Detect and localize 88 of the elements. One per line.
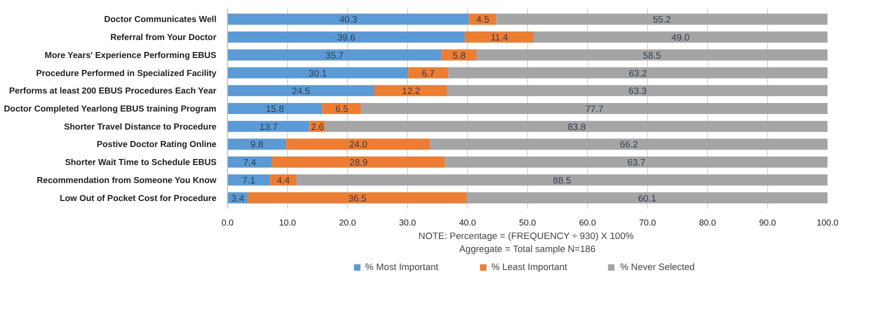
x-tick-label: 0.0 — [221, 218, 234, 228]
data-label: 66.2 — [620, 140, 638, 150]
data-label: 4.5 — [476, 14, 490, 25]
y-tick-label: More Years' Experience Performing EBUS — [44, 50, 217, 60]
text: NOTE: Percentage = (FREQUENCY ÷ 930) X 100% — [418, 231, 634, 241]
bar — [228, 67, 408, 78]
data-label: 28.9 — [350, 158, 368, 168]
bar — [448, 85, 828, 96]
x-tick-label: 50.0 — [519, 218, 536, 228]
y-tick-label: Performs at least 200 EBUS Procedures Each Year — [9, 86, 217, 96]
data-label: 24.5 — [292, 86, 310, 96]
bar — [469, 14, 496, 25]
legend-label: % Most Important — [365, 262, 438, 272]
bar — [228, 120, 310, 132]
data-label: 40.3 — [339, 14, 358, 25]
data-label: 7.1 — [242, 175, 256, 186]
data-label: 39.6 — [337, 32, 356, 43]
bar — [408, 67, 448, 78]
bar — [272, 156, 446, 168]
bar — [228, 156, 272, 168]
data-label: 9.8 — [250, 140, 264, 150]
data-label: 30.1 — [308, 68, 327, 78]
x-tick-label: 10.0 — [279, 218, 296, 228]
data-label: 6.7 — [422, 68, 435, 78]
data-label: 58.5 — [642, 50, 662, 60]
data-label: 60.1 — [638, 193, 656, 204]
bar — [448, 67, 828, 78]
bar — [374, 85, 448, 96]
data-label: 63.7 — [627, 158, 646, 168]
bar — [228, 138, 286, 150]
x-tick-label: 70.0 — [639, 218, 656, 228]
data-label: 11.4 — [490, 32, 508, 43]
text: Aggregate = Total sample N=186 — [459, 244, 596, 254]
legend-label: % Least Important — [491, 262, 568, 272]
data-label: 77.7 — [585, 104, 604, 114]
bar — [325, 120, 828, 132]
bar — [228, 85, 374, 96]
bar — [430, 138, 828, 150]
bar — [228, 102, 322, 114]
y-tick-label: Doctor Completed Yearlong EBUS training Program — [4, 104, 217, 114]
bar — [534, 32, 828, 43]
bar — [286, 138, 430, 150]
bar — [296, 174, 828, 186]
data-label: 24.0 — [349, 140, 368, 150]
data-label: 13.7 — [260, 122, 278, 132]
bar — [445, 156, 828, 168]
bar — [228, 49, 442, 60]
legend-label: % Never Selected — [620, 262, 695, 272]
data-label: 49.0 — [671, 32, 690, 43]
y-tick-label: Recommendation from Someone You Know — [36, 174, 217, 185]
bar — [496, 14, 828, 25]
y-tick-label: Doctor Communicates Well — [104, 14, 217, 24]
y-tick-label: Shorter Travel Distance to Procedure — [64, 121, 217, 132]
x-tick-label: 90.0 — [759, 218, 776, 228]
bar — [361, 102, 828, 114]
y-tick-label: Shorter Wait Time to Schedule EBUS — [64, 157, 217, 168]
y-tick-label: Postive Doctor Rating Online — [96, 139, 217, 150]
x-tick-label: 40.0 — [459, 218, 476, 228]
data-label: 5.8 — [452, 50, 466, 60]
data-label: 55.2 — [652, 14, 671, 25]
x-tick-label: 20.0 — [339, 218, 356, 228]
x-tick-label: 80.0 — [699, 218, 716, 228]
data-label: 4.4 — [276, 175, 290, 186]
bar — [228, 32, 466, 43]
y-tick-label: Low Out of Pocket Cost for Procedure — [60, 192, 217, 203]
x-tick-label: 60.0 — [579, 218, 596, 228]
y-tick-label: Referral from Your Doctor — [110, 32, 217, 42]
bar — [476, 49, 828, 60]
bar — [228, 174, 270, 186]
y-tick-label: Procedure Performed in Specialized Facility — [36, 68, 217, 78]
data-label: 15.8 — [266, 104, 284, 114]
data-label: 3.4 — [231, 193, 244, 204]
bar — [465, 32, 534, 43]
data-label: 88.5 — [552, 175, 572, 186]
x-tick-label: 100.0 — [816, 218, 839, 228]
x-tick-label: 30.0 — [399, 218, 416, 228]
data-label: 36.5 — [348, 193, 366, 204]
bar — [248, 192, 467, 204]
data-label: 63.3 — [628, 86, 647, 96]
data-label: 6.5 — [335, 104, 348, 114]
data-label: 83.8 — [568, 122, 586, 132]
bar — [466, 192, 828, 204]
data-label: 7.4 — [243, 158, 256, 168]
data-label: 63.2 — [628, 68, 647, 78]
data-label: 35.7 — [326, 50, 344, 60]
data-label: 2.6 — [311, 122, 324, 132]
bar — [228, 14, 470, 25]
data-label: 12.2 — [402, 86, 420, 96]
